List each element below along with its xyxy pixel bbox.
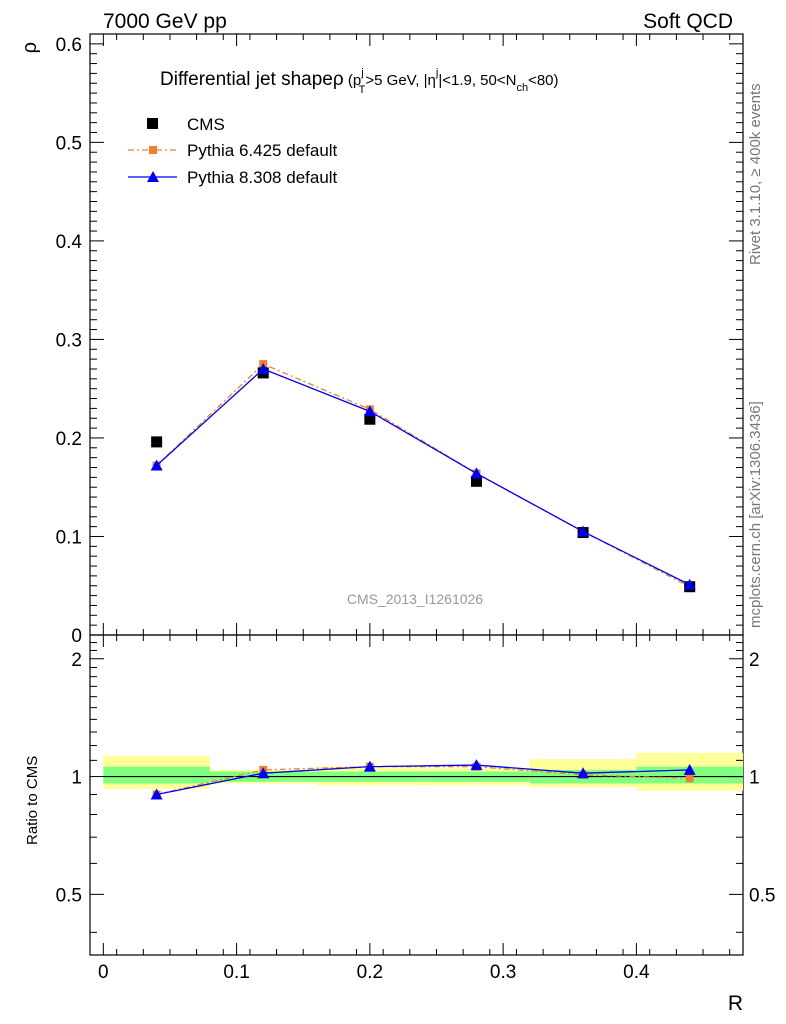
y-tick-label-6: 0.6 [56,35,82,56]
y-axis-label: ρ [19,42,41,53]
x-axis-label: R [728,992,743,1015]
pythia-8-308-default-ratio-point-3 [470,759,483,771]
plot-title-sup-j2: j [435,67,438,79]
pythia-6-425-default-line [156,363,690,588]
axis-ticks: 0 0.1 0.2 0.3 0.4 0 0.1 0.2 0.3 0.4 0.5 0.6 0.5 0.5 1 1… [56,33,775,983]
analysis-watermark: CMS_2013_I1261026 [347,591,483,607]
ratio-series-group [150,759,696,800]
plot-title-close: <80) [528,72,558,89]
y-tick-label-0: 0 [71,626,82,647]
y-tick-label-2: 0.2 [56,429,82,450]
x-tick-label-4: 0.4 [623,962,650,983]
cms-point-2 [364,413,376,425]
legend-cms-marker [147,118,158,129]
plot-title-sub-T: T [359,84,366,96]
legend-pythia8-marker [147,171,159,182]
pythia-8-308-default-ratio-point-2 [363,760,376,772]
y-tick-label-5: 0.5 [56,133,82,154]
y-tick-label-1: 0.1 [56,527,82,548]
x-tick-label-2: 0.2 [357,962,383,983]
ratio-tick-label-left-0: 0.5 [56,885,82,906]
plot-title: Differential jet shapeρ (pj T>5 GeV, |ηj|… [160,67,559,96]
x-tick-label-0: 0 [98,962,109,983]
pythia-8-308-default-point-1 [257,362,270,374]
legend-cms-label: CMS [187,115,225,134]
pythia-8-308-default-ratio-point-0 [150,788,163,800]
cms-point-0 [151,436,163,448]
plot-title-pt-cut: >5 GeV, |η [365,72,435,89]
ratio-tick-label-left-1: 1 [71,768,82,789]
header-right: Soft QCD [643,10,733,33]
cms-point-3 [470,475,482,487]
plot-title-sub-ch: ch [516,82,528,94]
header-left: 7000 GeV pp [103,10,227,33]
pythia-8-308-default-point-0 [150,459,163,471]
pythia-8-308-default-point-2 [363,405,376,417]
ratio-tick-label-right-2: 2 [749,650,760,671]
pythia-8-308-default-point-5 [683,578,696,590]
ratio-tick-label-left-2: 2 [71,650,82,671]
plot-title-open: (p [344,72,362,89]
ratio-tick-label-right-0: 0.5 [749,885,775,906]
legend: CMS Pythia 6.425 default Pythia 8.308 de… [128,115,338,187]
pythia-8-308-default-point-4 [577,525,590,537]
pythia-8-308-default-ratio-point-4 [577,767,590,779]
pythia-8-308-default-point-3 [470,467,483,479]
plot-title-eta-cut: |<1.9, 50<N [438,72,516,89]
plot-title-rho: ρ [333,69,344,90]
y-tick-label-3: 0.3 [56,330,82,351]
mcplots-label: mcplots.cern.ch [arXiv:1306.3436] [747,401,764,628]
y-tick-label-4: 0.4 [56,232,83,253]
plot-title-sup-j1: j [360,67,363,79]
pythia-6-425-default-ratio-line [156,766,690,796]
x-tick-label-1: 0.1 [223,962,249,983]
plot-title-main: Differential jet shape [160,69,333,90]
legend-pythia8-label: Pythia 8.308 default [187,168,338,187]
pythia-8-308-default-ratio-point-1 [257,767,270,779]
legend-pythia6-marker [149,146,157,154]
ratio-tick-label-right-1: 1 [749,768,760,789]
band-inner-0 [103,766,210,784]
pythia-6-425-default-ratio-point-5 [685,774,694,783]
pythia-8-308-default-ratio-point-5 [683,763,696,775]
main-series-group [150,360,696,593]
legend-pythia6-label: Pythia 6.425 default [187,141,338,160]
pythia-8-308-default-line [156,368,690,586]
ratio-panel-frame [89,634,744,956]
pythia-8-308-default-ratio-line [156,764,690,796]
x-tick-label-3: 0.3 [490,962,516,983]
rivet-label: Rivet 3.1.10, ≥ 400k events [747,83,764,265]
ratio-y-axis-label: Ratio to CMS [24,756,41,845]
